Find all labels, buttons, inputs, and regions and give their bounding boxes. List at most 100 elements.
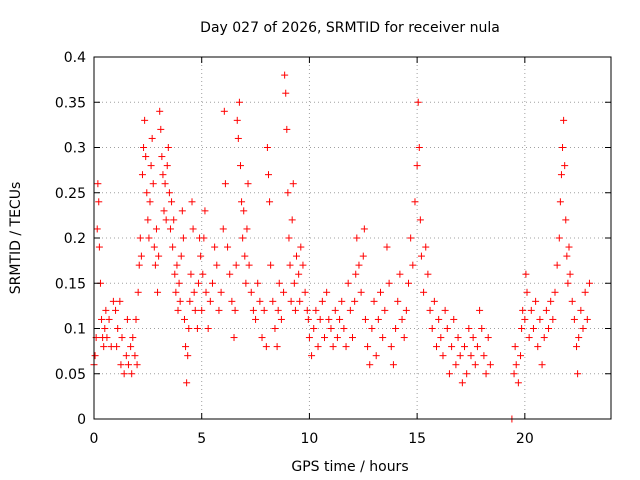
data-point	[187, 270, 195, 278]
data-point	[377, 288, 385, 296]
data-point	[314, 343, 322, 351]
data-point	[245, 261, 253, 269]
data-point	[549, 315, 557, 323]
data-point	[132, 315, 140, 323]
data-point	[575, 334, 583, 342]
data-point	[349, 334, 356, 342]
data-point	[342, 343, 350, 351]
data-point	[288, 216, 296, 224]
data-point	[290, 279, 298, 287]
data-point	[147, 162, 155, 170]
data-point	[239, 234, 247, 242]
data-point	[277, 315, 285, 323]
data-point	[458, 379, 466, 387]
data-point	[231, 306, 239, 314]
data-point	[563, 252, 571, 260]
data-point	[522, 270, 530, 278]
data-point	[170, 216, 178, 224]
data-point	[353, 234, 361, 242]
data-point	[204, 325, 212, 332]
data-point	[185, 325, 193, 332]
data-point	[238, 198, 246, 206]
data-point	[166, 225, 174, 233]
data-point	[240, 207, 248, 215]
data-point	[189, 225, 197, 233]
data-point	[295, 270, 303, 278]
data-point	[135, 261, 143, 269]
data-point	[131, 352, 139, 360]
plot-frame	[93, 56, 612, 420]
data-point	[360, 225, 368, 233]
data-point	[145, 234, 153, 242]
data-point	[242, 279, 250, 287]
data-point	[155, 252, 163, 260]
data-point	[193, 325, 201, 332]
data-point	[269, 297, 277, 305]
data-point	[331, 306, 339, 314]
data-point	[523, 288, 531, 296]
data-point	[128, 370, 136, 378]
data-point	[156, 107, 164, 115]
data-point	[101, 325, 109, 332]
data-point	[299, 261, 307, 269]
data-point	[273, 343, 281, 351]
data-point	[217, 288, 225, 296]
data-point	[226, 270, 234, 278]
data-point	[134, 288, 142, 296]
data-point	[398, 315, 406, 323]
data-point	[320, 334, 328, 342]
data-point	[308, 352, 316, 360]
data-point	[275, 279, 283, 287]
data-point	[208, 279, 216, 287]
data-point	[581, 288, 589, 296]
data-point	[318, 297, 326, 305]
data-point	[476, 306, 484, 314]
data-point	[103, 334, 111, 342]
data-point	[383, 243, 391, 251]
data-point	[467, 352, 475, 360]
data-point	[303, 306, 311, 314]
data-point	[454, 334, 462, 342]
data-point	[123, 315, 131, 323]
data-point	[357, 288, 365, 296]
data-point	[93, 225, 101, 233]
data-point	[219, 225, 227, 233]
data-point	[480, 352, 488, 360]
data-point	[122, 352, 130, 360]
data-point	[540, 334, 548, 342]
data-point	[168, 198, 176, 206]
data-point	[243, 225, 251, 233]
data-point	[142, 153, 150, 161]
y-axis-label: SRMTID / TECUs	[8, 182, 24, 295]
data-point	[252, 315, 260, 323]
data-point	[325, 315, 333, 323]
data-point	[368, 325, 376, 332]
data-point	[409, 261, 417, 269]
data-point	[292, 252, 300, 260]
data-point	[133, 361, 141, 369]
data-point	[560, 116, 568, 124]
data-point	[338, 297, 346, 305]
data-point	[519, 306, 527, 314]
data-point	[433, 343, 441, 351]
data-point	[400, 334, 408, 342]
data-point	[374, 315, 382, 323]
data-point	[351, 297, 359, 305]
data-point	[518, 325, 526, 332]
data-point	[394, 297, 402, 305]
data-point	[514, 379, 522, 387]
data-point	[484, 334, 492, 342]
data-point	[439, 352, 447, 360]
data-point	[184, 352, 192, 360]
data-point	[478, 325, 486, 332]
data-point	[91, 352, 99, 360]
data-point	[236, 162, 244, 170]
data-point	[183, 379, 191, 387]
data-point	[551, 288, 559, 296]
data-point	[534, 343, 542, 351]
data-point	[327, 325, 335, 332]
data-point	[486, 361, 494, 369]
data-point	[241, 252, 249, 260]
data-point	[473, 343, 481, 351]
data-point	[152, 225, 160, 233]
